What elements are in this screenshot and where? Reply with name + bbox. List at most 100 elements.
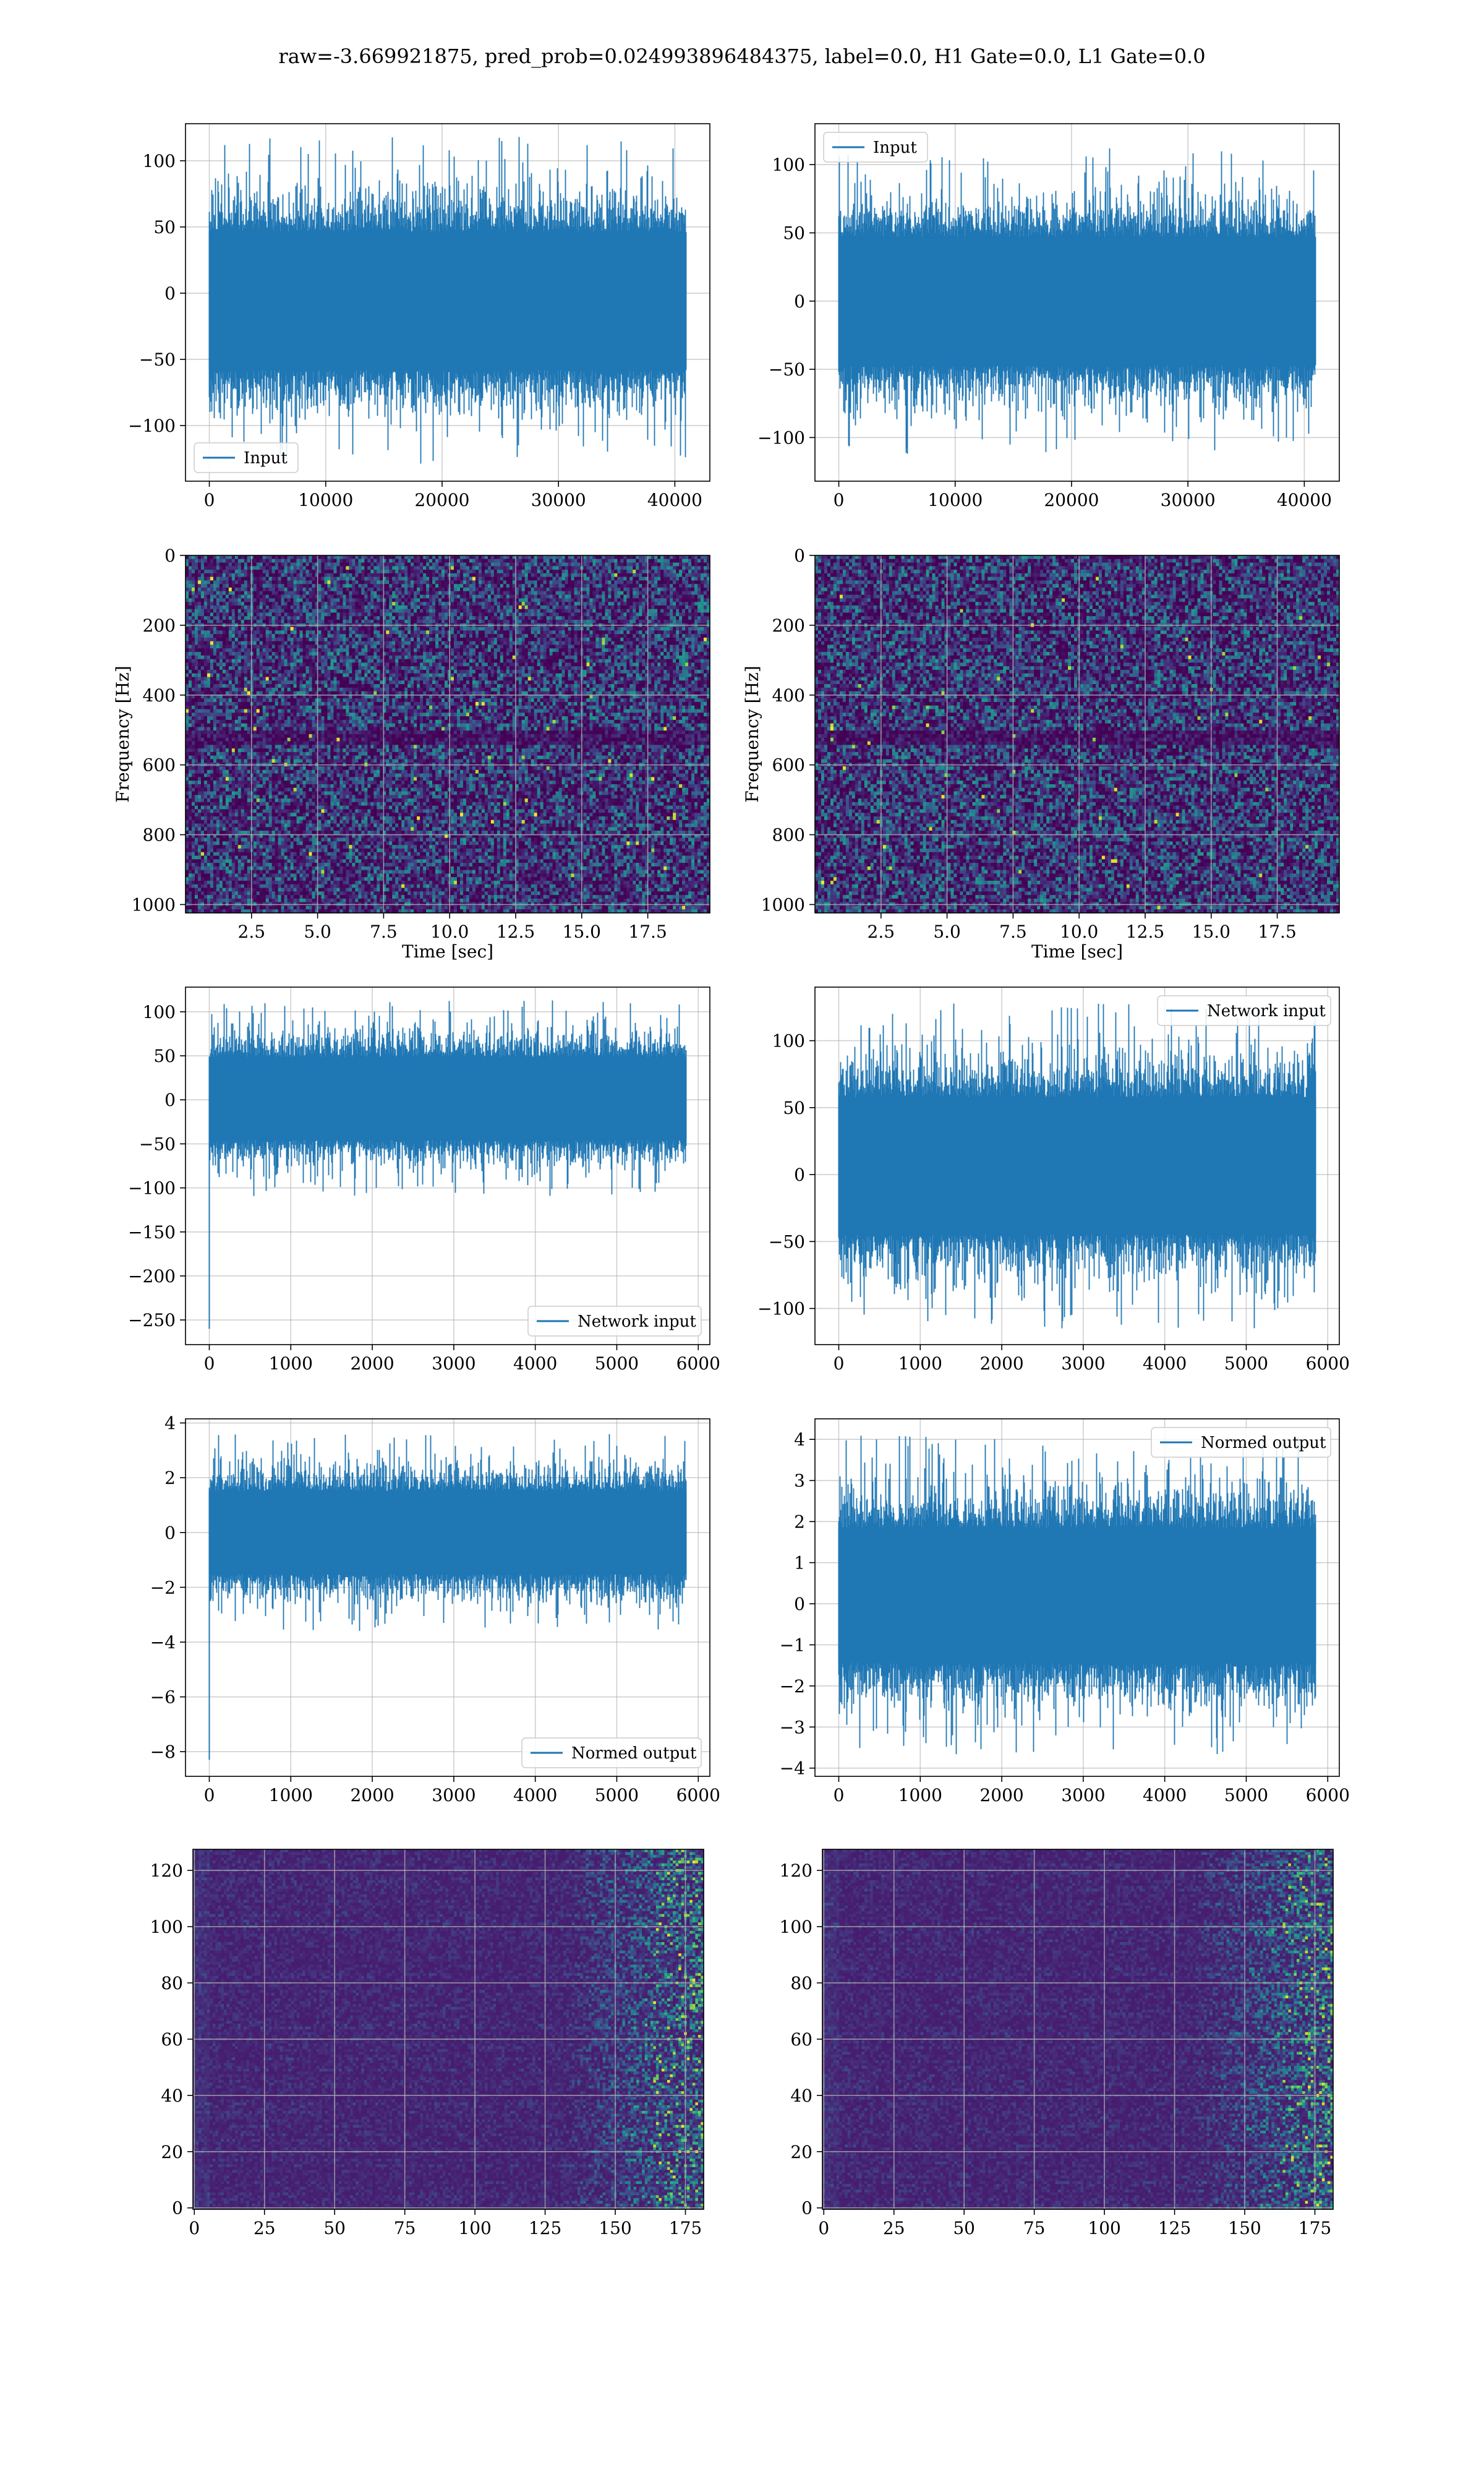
heatmap-cell [685, 573, 689, 577]
heatmap-cell [281, 559, 285, 563]
heatmap-cell [189, 566, 192, 570]
heatmap-cell [500, 566, 504, 570]
heatmap-cell [195, 555, 198, 559]
heatmap-cell [605, 563, 608, 567]
heatmap-cell [312, 573, 316, 577]
heatmap-cell [556, 570, 560, 573]
heatmap-cell [312, 563, 316, 567]
heatmap-cell [670, 573, 673, 577]
heatmap-cell [361, 563, 365, 567]
heatmap-cell [642, 577, 646, 581]
heatmap-cell [617, 570, 621, 573]
heatmap-cell [284, 580, 288, 584]
heatmap-cell [519, 555, 522, 559]
heatmap-cell [339, 570, 343, 573]
heatmap-cell [373, 577, 377, 581]
heatmap-cell [223, 573, 226, 577]
heatmap-cell [586, 555, 590, 559]
heatmap-cell [423, 573, 427, 577]
legend-input-h1: Input [194, 443, 298, 473]
heatmap-cell [657, 570, 661, 573]
heatmap-cell [426, 555, 430, 559]
heatmap-cell [303, 555, 307, 559]
heatmap-cell [186, 566, 189, 570]
heatmap-cell [679, 555, 683, 559]
heatmap-cell [195, 563, 198, 567]
heatmap-cell [503, 577, 507, 581]
heatmap-cell [269, 570, 273, 573]
heatmap-cell [272, 573, 276, 577]
heatmap-cell [226, 573, 229, 577]
heatmap-cell [186, 570, 189, 573]
heatmap-cell [670, 577, 673, 581]
heatmap-cell [475, 559, 479, 563]
heatmap-cell [398, 573, 402, 577]
heatmap-cell [522, 566, 526, 570]
heatmap-cell [404, 577, 408, 581]
heatmap-cell [192, 570, 195, 573]
heatmap-cell [663, 559, 667, 563]
heatmap-cell [660, 555, 664, 559]
heatmap-cell [404, 555, 408, 559]
heatmap-cell [235, 573, 239, 577]
heatmap-cell [602, 559, 605, 563]
heatmap-cell [318, 555, 322, 559]
heatmap-cell [275, 573, 279, 577]
heatmap-cell [321, 566, 325, 570]
heatmap-cell [510, 555, 513, 559]
heatmap-cell [544, 573, 547, 577]
heatmap-cell [297, 577, 301, 581]
heatmap-cell [241, 555, 245, 559]
heatmap-cell [475, 563, 479, 567]
heatmap-cell [339, 577, 343, 581]
y-tick-label: 100 [143, 151, 176, 171]
heatmap-cell [497, 563, 501, 567]
heatmap-cell [592, 566, 596, 570]
heatmap-cell [648, 555, 652, 559]
heatmap-cell [642, 563, 646, 567]
heatmap-cell [386, 570, 390, 573]
heatmap-cell [623, 559, 627, 563]
heatmap-cell [414, 570, 417, 573]
heatmap-cell [592, 570, 596, 573]
heatmap-cell [660, 566, 664, 570]
heatmap-cell [260, 570, 263, 573]
heatmap-cell [522, 573, 526, 577]
heatmap-cell [685, 563, 689, 567]
heatmap-cell [330, 570, 334, 573]
heatmap-cell [213, 577, 217, 581]
heatmap-cell [346, 577, 349, 581]
heatmap-cell [303, 570, 307, 573]
heatmap-cell [485, 573, 488, 577]
heatmap-cell [324, 580, 328, 584]
heatmap-cell [602, 555, 605, 559]
heatmap-cell [667, 570, 670, 573]
heatmap-cell [398, 570, 402, 573]
heatmap-cell [626, 555, 630, 559]
heatmap-cell [288, 555, 291, 559]
heatmap-cell [667, 577, 670, 581]
heatmap-cell [192, 577, 195, 581]
heatmap-cell [497, 559, 501, 563]
heatmap-cell [559, 570, 563, 573]
heatmap-cell [321, 570, 325, 573]
heatmap-cell [556, 563, 560, 567]
heatmap-cell [235, 570, 239, 573]
heatmap-cell [553, 559, 556, 563]
heatmap-cell [559, 577, 563, 581]
heatmap-cell [463, 559, 467, 563]
heatmap-cell [300, 566, 304, 570]
heatmap-cell [395, 563, 399, 567]
heatmap-cell [238, 570, 242, 573]
heatmap-cell [318, 559, 322, 563]
heatmap-cell [469, 555, 473, 559]
heatmap-cell [229, 573, 232, 577]
heatmap-cell [534, 563, 538, 567]
heatmap-cell [676, 577, 680, 581]
heatmap-cell [426, 566, 430, 570]
heatmap-cell [435, 577, 439, 581]
heatmap-cell [288, 563, 291, 567]
heatmap-cell [701, 559, 704, 563]
heatmap-cell [272, 577, 276, 581]
heatmap-cell [463, 573, 467, 577]
